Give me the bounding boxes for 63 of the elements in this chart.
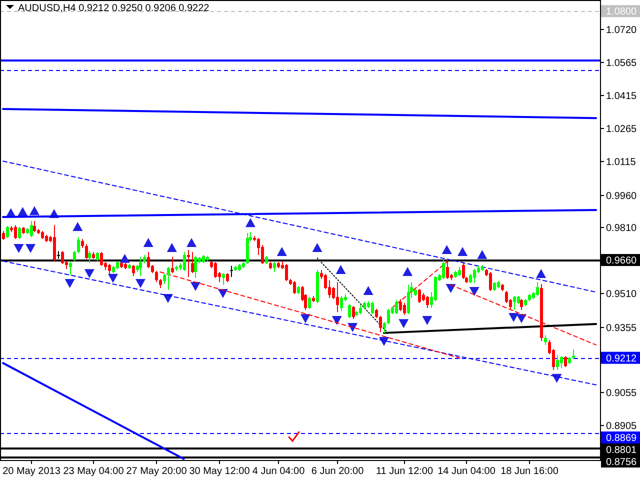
point xyxy=(536,268,546,278)
point xyxy=(458,246,468,256)
y-tick-label: 0.9510 xyxy=(606,289,638,300)
point xyxy=(26,244,36,254)
point xyxy=(516,314,526,324)
point xyxy=(422,316,432,326)
point xyxy=(64,278,75,288)
x-tick-label: 18 Jun 16:00 xyxy=(500,466,559,477)
point xyxy=(442,244,452,254)
point xyxy=(186,238,197,247)
x-tick-label: 11 Jun 12:00 xyxy=(376,466,434,477)
y-tick-label: 0.9355 xyxy=(606,323,638,334)
ref-line-label: 0.8869 xyxy=(606,433,638,444)
point xyxy=(14,244,24,254)
x-tick-label: 20 May 2013 xyxy=(2,466,61,477)
candlestick xyxy=(187,250,190,278)
point xyxy=(276,246,287,256)
point xyxy=(143,238,154,247)
point xyxy=(190,282,200,291)
y-tick-label: 1.0265 xyxy=(606,124,638,135)
y-tick-label: 1.0115 xyxy=(606,157,636,168)
y-tick-label: 0.8905 xyxy=(606,421,638,432)
y-tick-label: 0.9810 xyxy=(606,223,638,234)
point xyxy=(378,337,389,346)
point xyxy=(245,218,256,228)
x-tick-label: 4 Jun 04:00 xyxy=(252,466,306,477)
y-tick-label: 0.9960 xyxy=(606,191,638,202)
y-tick-label: 0.9055 xyxy=(606,388,638,399)
ref-line-label: 0.9660 xyxy=(606,256,638,267)
point xyxy=(84,269,94,278)
point xyxy=(108,274,118,283)
point xyxy=(120,254,130,263)
point xyxy=(363,286,374,296)
ref-line-label: 0.8756 xyxy=(606,457,638,468)
chart-title: AUDUSD,H4 0.9212 0.9250 0.9206 0.9222 xyxy=(18,3,210,14)
x-tick-label: 14 Jun 04:00 xyxy=(438,466,496,477)
y-tick-label: 1.0565 xyxy=(606,58,638,69)
point xyxy=(166,243,177,252)
x-tick-label: 23 May 04:00 xyxy=(63,466,124,477)
candlestick xyxy=(230,266,233,278)
point xyxy=(477,250,488,259)
point xyxy=(446,284,456,293)
point xyxy=(18,206,28,216)
point xyxy=(29,206,40,216)
ref-line-label: 0.8801 xyxy=(606,445,638,456)
point xyxy=(402,267,413,276)
point xyxy=(398,319,409,328)
point xyxy=(312,243,322,252)
x-tick-label: 30 May 12:00 xyxy=(189,466,250,477)
point xyxy=(332,316,342,326)
point xyxy=(508,313,519,322)
point xyxy=(135,278,146,288)
x-tick-label: 27 May 20:00 xyxy=(126,466,188,477)
x-tick-label: 6 Jun 20:00 xyxy=(311,466,364,477)
y-tick-label: 1.0415 xyxy=(606,91,638,102)
point xyxy=(348,323,358,332)
point xyxy=(336,265,346,274)
point xyxy=(72,222,83,232)
point xyxy=(300,314,310,324)
ref-line-label: 0.9212 xyxy=(606,353,638,364)
point xyxy=(469,287,480,296)
ref-line-label: 1.0800 xyxy=(606,6,638,18)
y-tick-label: 1.0720 xyxy=(606,25,638,36)
